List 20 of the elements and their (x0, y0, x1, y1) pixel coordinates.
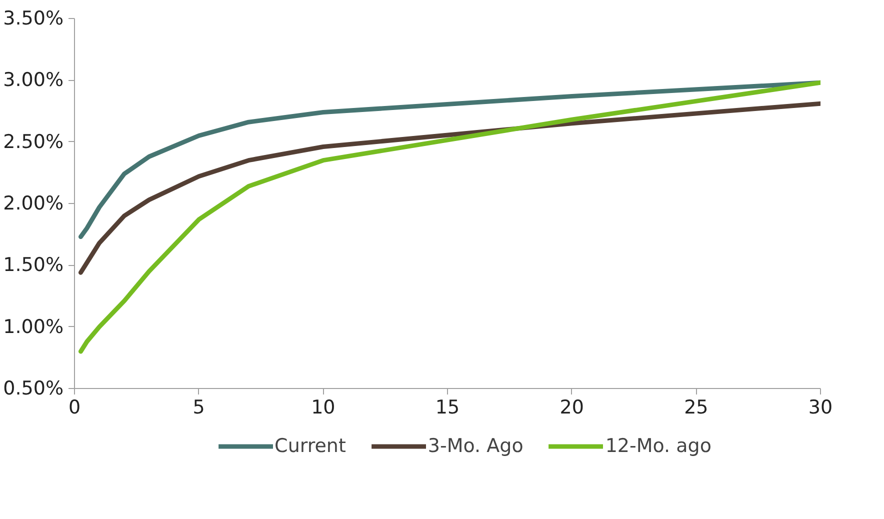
legend-label: Current (274, 435, 346, 457)
y-tick-label: 0.50% (3, 378, 64, 400)
x-tick-label: 30 (808, 396, 833, 418)
y-tick-label: 1.00% (3, 316, 64, 338)
y-tick-label: 1.50% (3, 254, 64, 276)
y-tick-label: 3.50% (3, 8, 64, 30)
x-tick-label: 25 (684, 396, 708, 418)
y-tick-label: 2.50% (3, 130, 64, 153)
x-tick-label: 15 (435, 396, 460, 418)
line-series (78, 101, 820, 275)
x-tick-label: 0 (68, 396, 81, 418)
legend-label: 12-Mo. ago (605, 435, 712, 457)
x-tick-label: 5 (192, 396, 205, 418)
y-tick-label: 2.00% (3, 192, 64, 214)
legend-label: 3-Mo. Ago (428, 435, 524, 457)
x-tick-label: 20 (560, 396, 584, 418)
line-series (78, 80, 820, 240)
y-tick-label: 3.00% (3, 69, 64, 92)
line-series (78, 80, 820, 354)
x-tick-label: 10 (311, 396, 336, 418)
